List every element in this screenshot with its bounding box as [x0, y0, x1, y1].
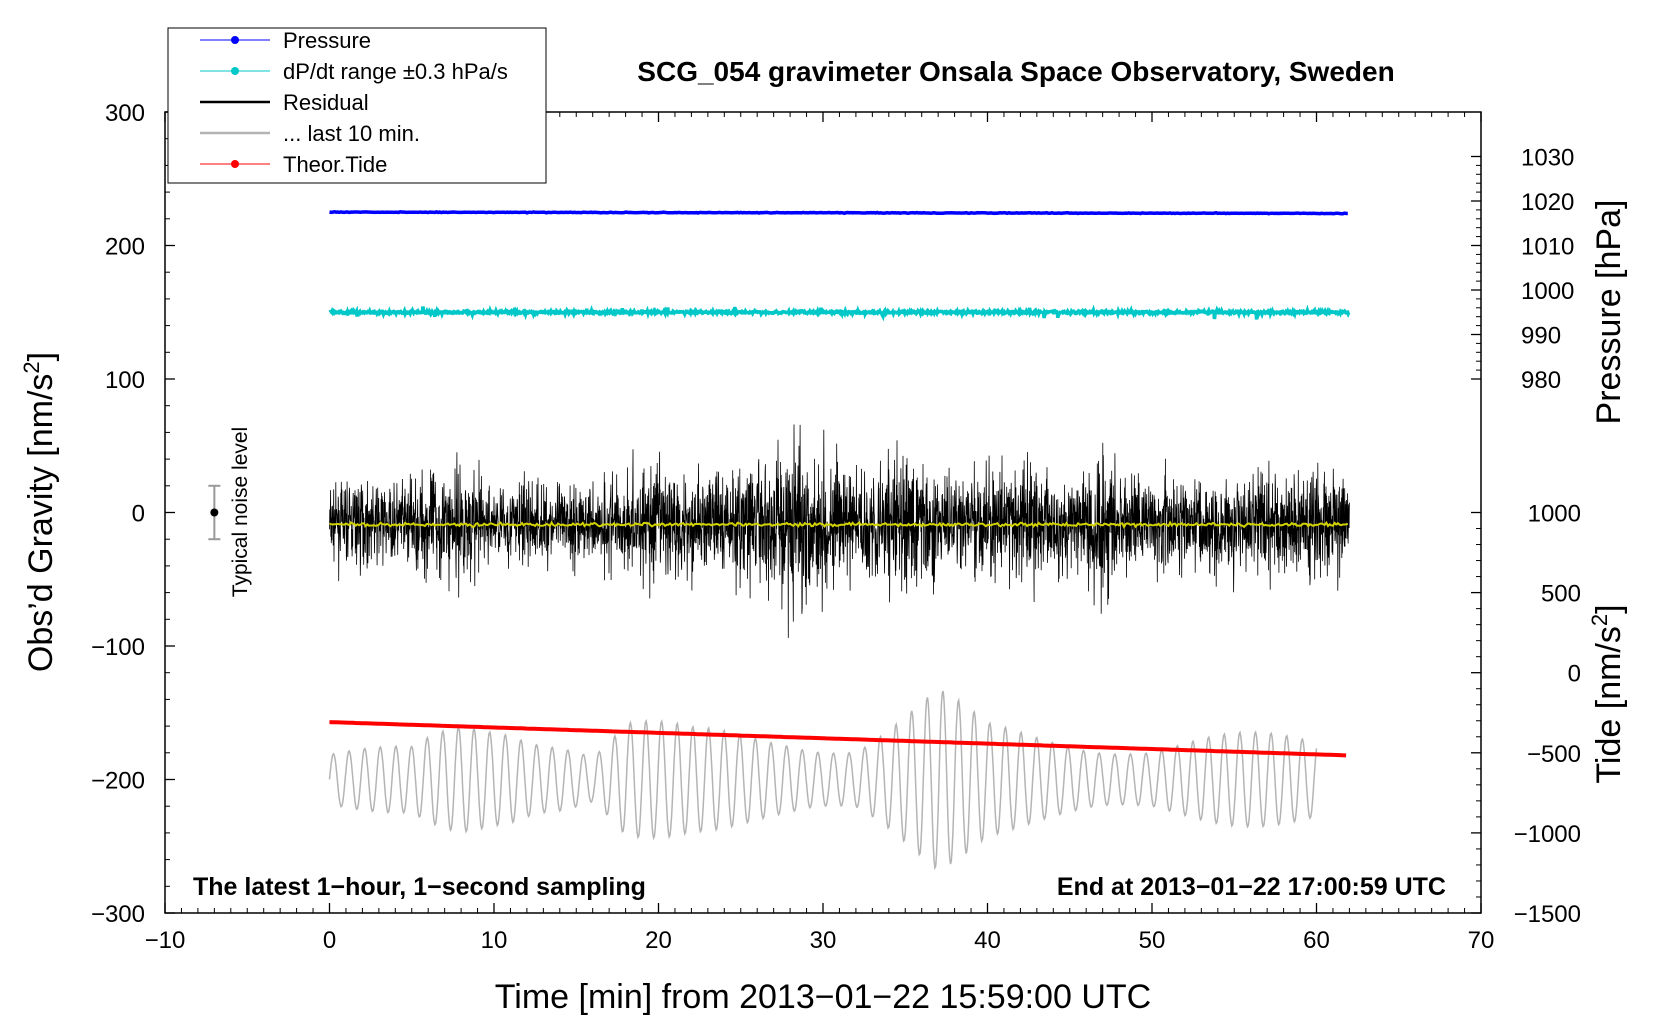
x-tick-label: 40: [974, 927, 1001, 954]
x-tick-label: 20: [645, 927, 672, 954]
legend-label: dP/dt range ±0.3 hPa/s: [283, 59, 508, 84]
y-axis-right-tide-title-main: Tide [nm/s: [1590, 626, 1628, 783]
chart-title: SCG_054 gravimeter Onsala Space Observat…: [637, 56, 1394, 87]
series-residual-mean-line: [329, 520, 1349, 530]
x-tick-label: 70: [1468, 927, 1495, 954]
series-theor-tide-line: [329, 720, 1347, 758]
y-left-tick-label: 100: [105, 367, 145, 394]
legend: Pressure dP/dt range ±0.3 hPa/s Residual..…: [167, 27, 547, 184]
y-left-tick-label: −200: [91, 768, 145, 795]
y-left-tick-label: −100: [91, 634, 145, 661]
legend-label: Theor.Tide: [283, 152, 387, 177]
y-tide-tick-label: 0: [1568, 661, 1581, 688]
series-residual-line: [329, 424, 1350, 638]
series-dpdt-line: [328, 304, 1351, 322]
legend-label: Pressure: [283, 28, 371, 53]
series-pressure-line: [329, 209, 1348, 216]
y-axis-left-title: Obs’d Gravity [nm/s2]: [19, 352, 60, 672]
y-left-tick-label: 300: [105, 100, 145, 127]
legend-label: Residual: [283, 90, 369, 115]
y-left-tick-label: 200: [105, 234, 145, 261]
legend-box: [167, 27, 547, 184]
y-left-tick-label: −300: [91, 901, 145, 928]
noise-bar-point: [210, 508, 219, 517]
y-tide-tick-label: −1500: [1514, 901, 1581, 928]
x-tick-label: 60: [1303, 927, 1330, 954]
y-axis-left: 300 200 100 0 −100 −200 −300: [91, 100, 175, 928]
y-left-tick-label: 0: [132, 501, 145, 528]
y-pressure-tick-label: 1010: [1521, 234, 1574, 261]
x-axis-title: Time [min] from 2013−01−22 15:59:00 UTC: [495, 978, 1151, 1016]
y-tide-tick-label: 1000: [1528, 501, 1581, 528]
y-pressure-tick-label: 980: [1521, 367, 1561, 394]
x-tick-label: −10: [145, 927, 186, 954]
x-axis: −10 0 10 20 30 40 50 60 70: [145, 112, 1495, 954]
series-layer: [328, 209, 1351, 871]
legend-label: ... last 10 min.: [283, 121, 420, 146]
y-tide-tick-label: −500: [1527, 741, 1581, 768]
legend-swatch-marker: [231, 160, 239, 168]
y-axis-right-tide-title: Tide [nm/s2]: [1587, 604, 1628, 783]
legend-swatch-marker: [231, 36, 239, 44]
y-pressure-tick-label: 1020: [1521, 189, 1574, 216]
x-tick-label: 30: [810, 927, 837, 954]
y-axis-right-tide-title-close: ]: [1590, 604, 1628, 613]
note-end-time: End at 2013−01−22 17:00:59 UTC: [1057, 873, 1446, 901]
note-sampling: The latest 1−hour, 1−second sampling: [193, 873, 646, 901]
series-last-10-min-line: [328, 690, 1318, 871]
x-tick-label: 0: [323, 927, 336, 954]
y-tide-tick-label: 500: [1541, 581, 1581, 608]
legend-swatch-marker: [231, 67, 239, 75]
noise-level-label: Typical noise level: [229, 427, 252, 597]
y-axis-right-pressure-title: Pressure [hPa]: [1590, 200, 1628, 425]
y-pressure-tick-label: 1030: [1521, 145, 1574, 172]
y-pressure-tick-label: 1000: [1521, 278, 1574, 305]
x-tick-label: 10: [481, 927, 508, 954]
y-axis-left-title-main: Obs’d Gravity [nm/s: [22, 374, 60, 673]
noise-level-indicator: [208, 484, 221, 541]
y-axis-left-title-sup: 2: [19, 361, 44, 373]
y-tide-tick-label: −1000: [1514, 821, 1581, 848]
y-axis-right-tide-title-sup: 2: [1587, 614, 1612, 626]
y-pressure-tick-label: 990: [1521, 323, 1561, 350]
y-axis-right: 1030 1020 1010 1000 990 980 1000 500 0 −500 −1000 −…: [1471, 145, 1581, 928]
y-axis-left-title-close: ]: [22, 352, 60, 361]
x-tick-label: 50: [1139, 927, 1166, 954]
